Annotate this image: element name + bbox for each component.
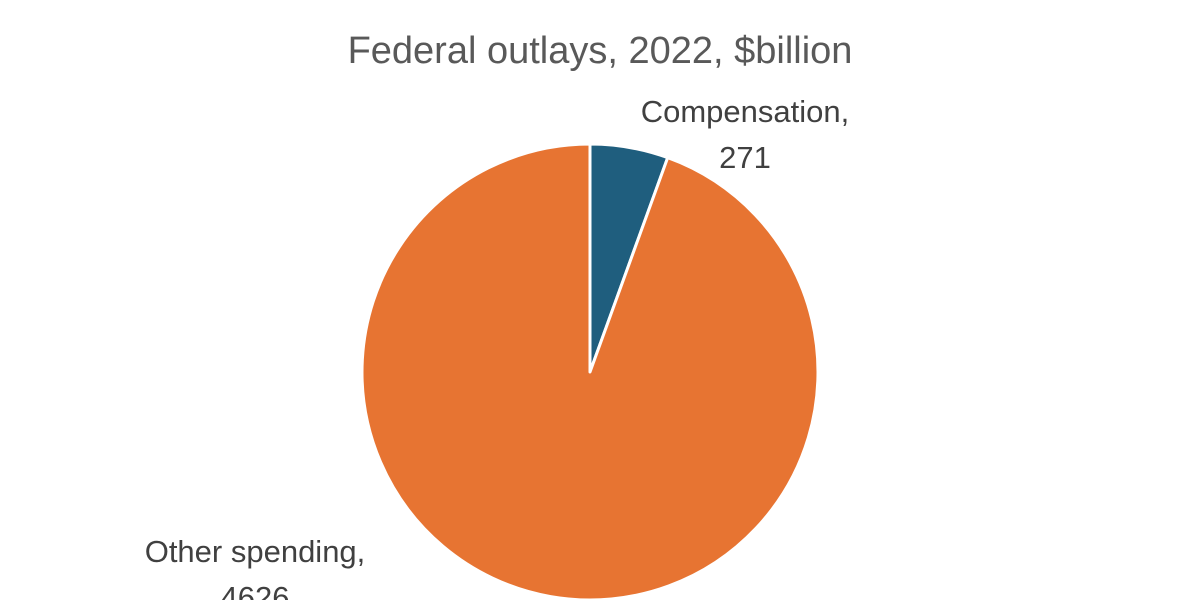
pie-slices xyxy=(360,142,820,600)
pie-slice-other-spending xyxy=(360,142,820,600)
slice-label-other-spending: Other spending, xyxy=(145,534,366,569)
slice-value-compensation: 271 xyxy=(719,140,771,175)
chart-title: Federal outlays, 2022, $billion xyxy=(347,30,853,72)
slice-value-other-spending: 4626 xyxy=(221,580,290,600)
slice-label-compensation: Compensation, xyxy=(641,94,850,129)
pie-labels: Compensation, 271 Other spending, 4626 xyxy=(145,94,850,600)
